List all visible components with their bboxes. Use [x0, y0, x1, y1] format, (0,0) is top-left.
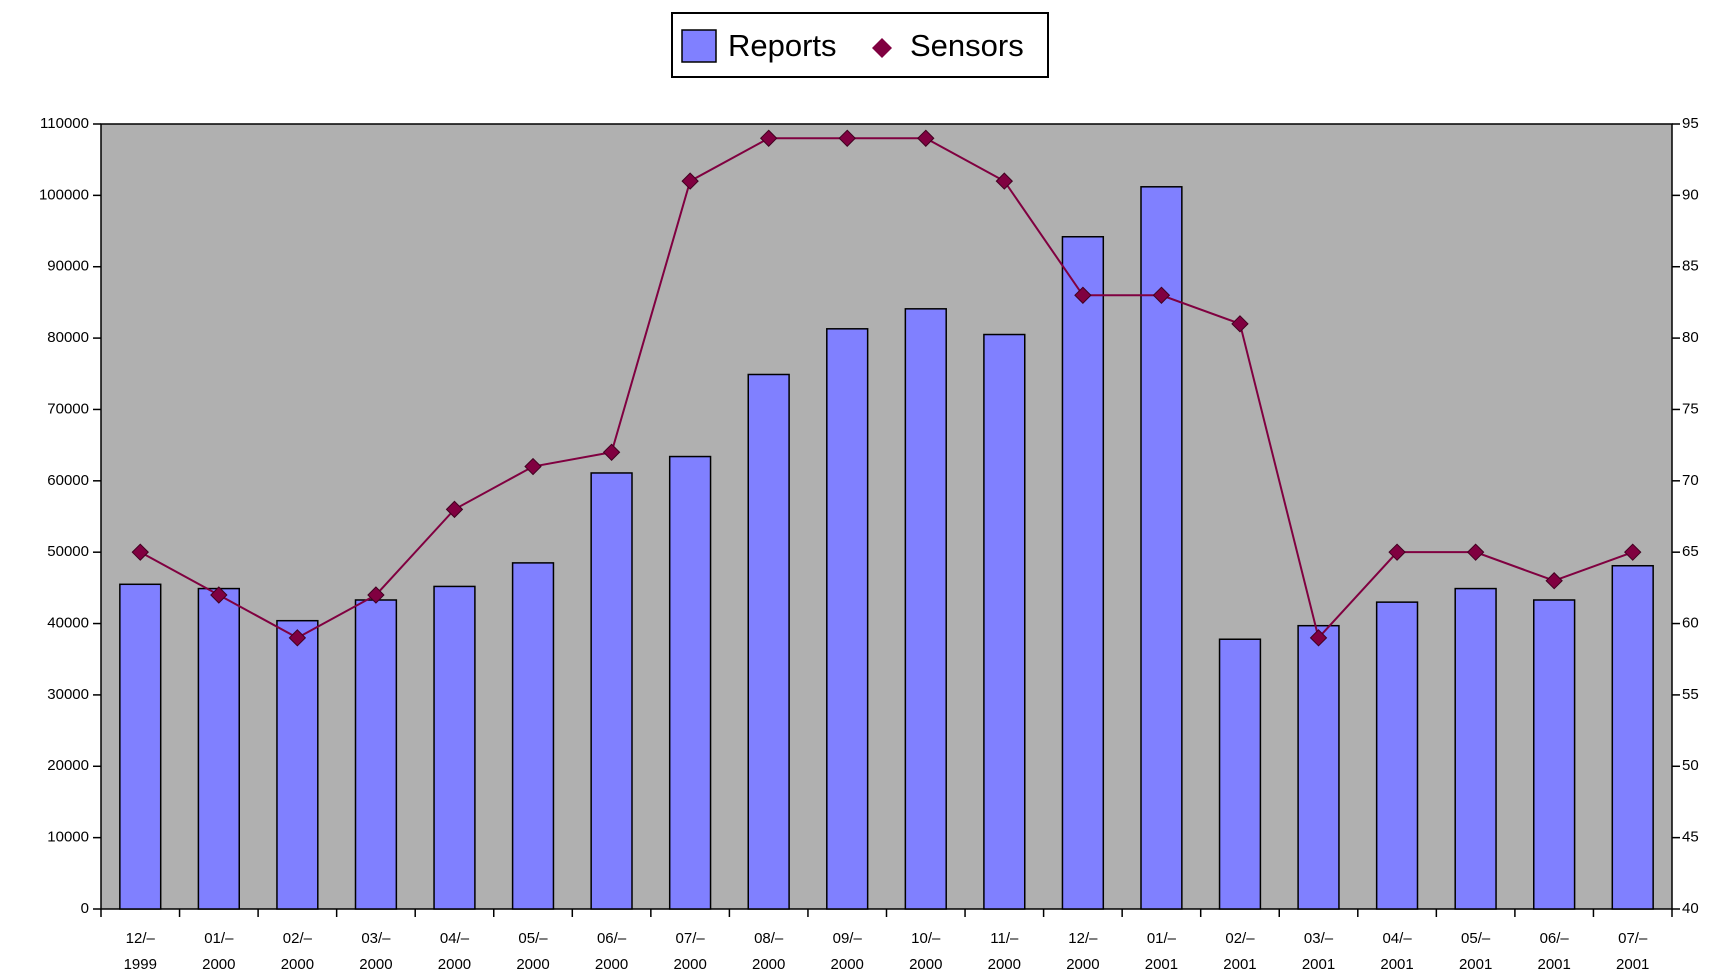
marker [838, 129, 856, 147]
line [139, 137, 1634, 640]
bar [826, 328, 869, 910]
x-tick-label: 04/– 2001 [1380, 930, 1413, 973]
x-tick-label: 10/– 2000 [909, 930, 942, 973]
y-tick-label: 90000 [47, 258, 89, 275]
bar [590, 472, 633, 910]
y-tick-label: 0 [81, 900, 89, 917]
bar [276, 619, 319, 910]
y2-tick-label: 90 [1682, 186, 1699, 203]
marker [131, 543, 149, 561]
x-tick-label: 01/– 2001 [1145, 930, 1178, 973]
y2-tick-label: 75 [1682, 400, 1699, 417]
y-tick-label: 50000 [47, 543, 89, 560]
y2-tick-label: 60 [1682, 615, 1699, 632]
y2-tick-label: 85 [1682, 258, 1699, 275]
y-tick-label: 10000 [47, 829, 89, 846]
marker [1388, 543, 1406, 561]
bar [1533, 599, 1576, 910]
marker [524, 457, 542, 476]
x-tick-label: 03/– 2000 [359, 930, 392, 973]
bar [1454, 587, 1497, 910]
legend-box [671, 12, 1049, 78]
y-tick-label: 60000 [47, 472, 89, 489]
y-tick-label: 110000 [40, 115, 89, 132]
x-tick-label: 02/– 2001 [1223, 930, 1256, 973]
y2-tick-label: 40 [1682, 900, 1699, 917]
bar [1611, 564, 1654, 910]
x-tick-label: 11/– 2000 [988, 930, 1021, 973]
marker [917, 129, 935, 147]
y2-tick-label: 70 [1682, 472, 1699, 489]
plot-area [100, 123, 1673, 910]
marker [210, 586, 228, 604]
x-tick-label: 08/– 2000 [752, 930, 785, 973]
bar [668, 455, 712, 910]
bar [1297, 624, 1340, 910]
bar [904, 308, 947, 910]
y2-tick-label: 45 [1682, 829, 1699, 846]
marker [1152, 286, 1171, 304]
x-tick-label: 04/– 2000 [438, 930, 471, 973]
bar [747, 373, 790, 910]
bar [1375, 601, 1419, 910]
marker [367, 586, 385, 604]
legend-text: Sensors [910, 28, 1024, 63]
legend-text: Reports [728, 28, 837, 63]
y-tick-label: 40000 [47, 615, 89, 632]
x-tick-label: 12/– 2000 [1066, 930, 1099, 973]
marker [1545, 572, 1563, 590]
bar [1218, 638, 1262, 910]
x-tick-label: 05/– 2001 [1459, 930, 1492, 973]
bar [433, 585, 476, 910]
y2-tick-label: 95 [1682, 115, 1699, 132]
legend-swatch [681, 29, 717, 63]
marker [1309, 629, 1328, 647]
y2-tick-label: 50 [1682, 757, 1699, 774]
y-tick-label: 30000 [47, 686, 89, 703]
y2-tick-label: 80 [1682, 329, 1699, 346]
bar [197, 587, 240, 910]
y2-tick-label: 55 [1682, 686, 1699, 703]
x-tick-label: 02/– 2000 [281, 930, 314, 973]
x-tick-label: 03/– 2001 [1302, 930, 1335, 973]
y-tick-label: 80000 [47, 329, 89, 346]
x-tick-label: 05/– 2000 [516, 930, 549, 973]
marker [1624, 543, 1642, 561]
x-tick-label: 12/– 1999 [124, 930, 157, 973]
legend-marker [872, 38, 892, 58]
y-tick-label: 20000 [47, 757, 89, 774]
marker [1466, 543, 1485, 561]
y2-tick-label: 65 [1682, 543, 1699, 560]
bar [119, 583, 162, 910]
bar [1061, 236, 1105, 910]
x-tick-label: 01/– 2000 [202, 930, 235, 973]
bar [354, 599, 398, 910]
bar [511, 562, 555, 910]
bar [1140, 186, 1183, 910]
marker [445, 500, 464, 519]
marker [995, 172, 1014, 190]
marker [1074, 286, 1092, 304]
x-tick-label: 06/– 2000 [595, 930, 628, 973]
x-tick-label: 06/– 2001 [1537, 930, 1570, 973]
y-tick-label: 70000 [47, 400, 89, 417]
x-tick-label: 07/– 2001 [1616, 930, 1649, 973]
marker [288, 629, 307, 647]
bar [983, 333, 1026, 910]
marker [759, 129, 778, 147]
y-tick-label: 100000 [39, 186, 89, 203]
x-tick-label: 09/– 2000 [831, 930, 864, 973]
marker [681, 172, 699, 190]
x-tick-label: 07/– 2000 [673, 930, 706, 973]
marker [1231, 315, 1249, 333]
marker [602, 443, 621, 461]
